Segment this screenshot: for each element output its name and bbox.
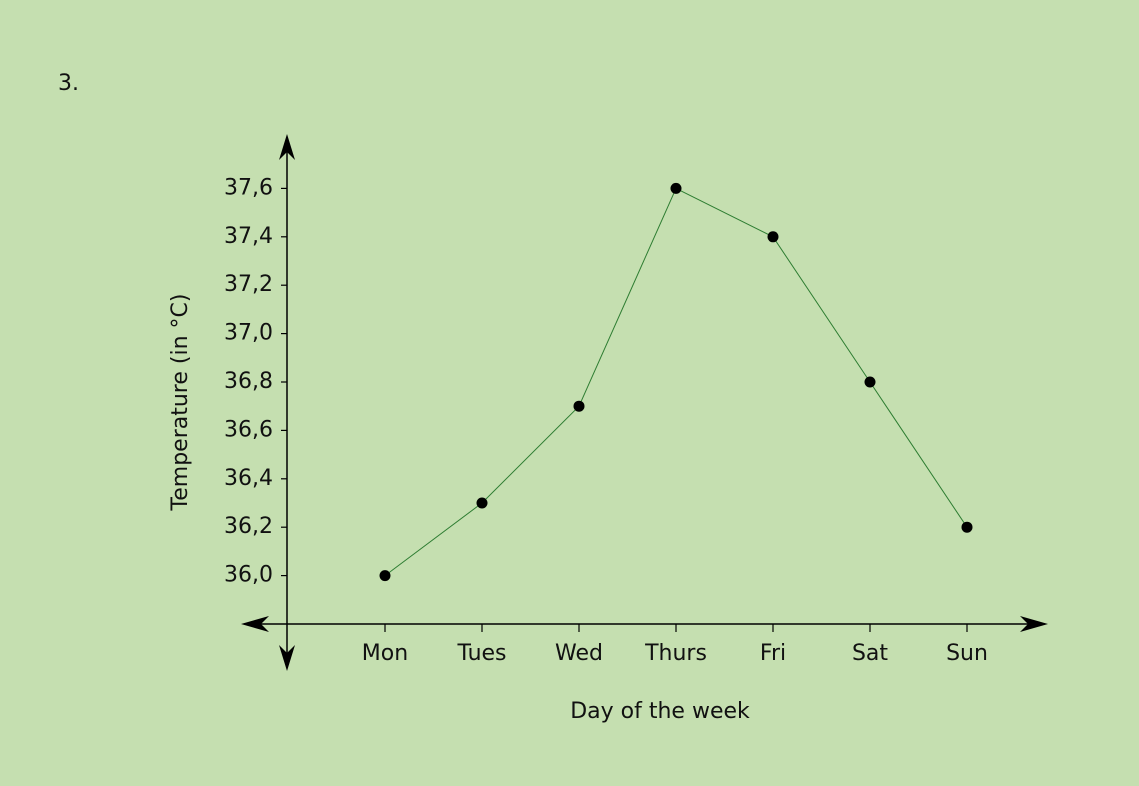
x-tick-label: Tues — [456, 641, 506, 666]
y-arrow-down — [279, 645, 295, 671]
y-tick-label: 37,0 — [224, 321, 273, 346]
x-arrow-left — [241, 616, 269, 632]
question-number: 3. — [58, 71, 79, 96]
y-tick-label: 36,0 — [224, 563, 273, 588]
y-tick-label: 36,4 — [224, 466, 273, 491]
point — [476, 497, 488, 509]
x-tick-label: Sun — [946, 641, 988, 666]
point — [767, 231, 779, 243]
y-tick-label: 37,2 — [224, 272, 273, 297]
x-arrow-right — [1020, 616, 1048, 632]
x-tick-label: Thurs — [644, 641, 707, 666]
point — [670, 182, 682, 194]
point — [864, 376, 876, 388]
x-tick-label: Fri — [760, 641, 786, 666]
y-tick-label: 36,8 — [224, 369, 273, 394]
y-arrow-up — [279, 134, 295, 160]
y-tick-label: 36,2 — [224, 514, 273, 539]
y-axis-label: Temperature (in °C) — [168, 294, 193, 512]
x-tick-label: Mon — [362, 641, 408, 666]
point — [961, 521, 973, 533]
x-axis-label: Day of the week — [570, 699, 750, 724]
point — [379, 570, 391, 582]
y-tick-label: 37,6 — [224, 175, 273, 200]
x-tick-label: Sat — [852, 641, 888, 666]
point — [573, 400, 585, 412]
y-tick-label: 36,6 — [224, 417, 273, 442]
y-tick-label: 37,4 — [224, 224, 273, 249]
x-tick-label: Wed — [555, 641, 603, 666]
